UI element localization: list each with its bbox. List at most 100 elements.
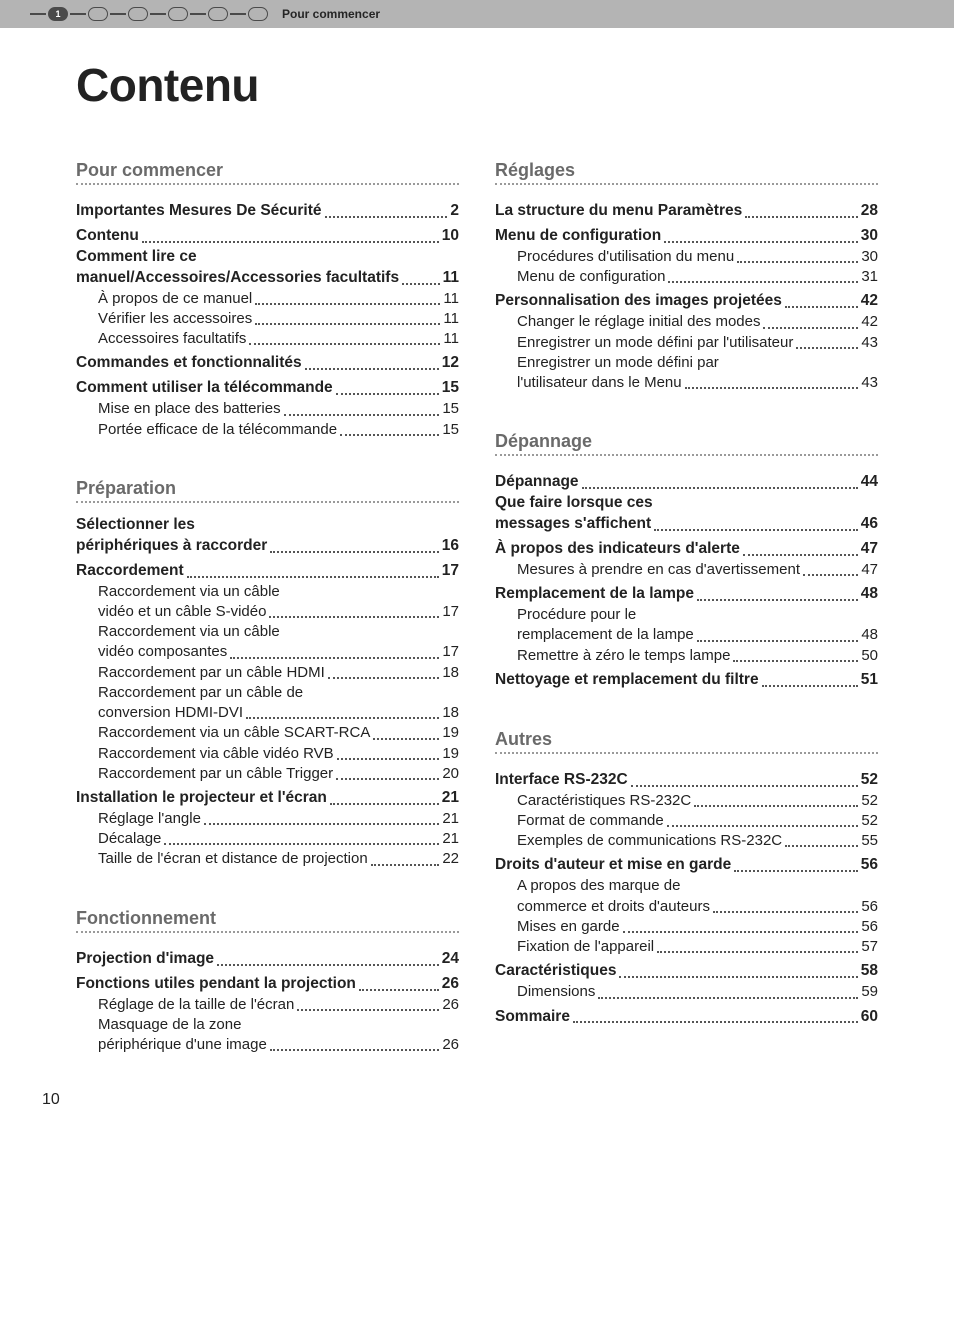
- toc-entry[interactable]: Enregistrer un mode défini parl'utilisat…: [495, 353, 878, 394]
- section-divider: [76, 183, 459, 185]
- toc-entry[interactable]: Raccordement via un câble SCART-RCA 19: [98, 723, 459, 743]
- toc-label: Accessoires facultatifs: [98, 329, 246, 349]
- toc-entry[interactable]: Interface RS-232C52: [495, 770, 878, 791]
- toc-label: Raccordement par un câble Trigger: [98, 764, 333, 784]
- toc-entry[interactable]: Installation le projecteur et l'écran21: [76, 788, 459, 809]
- toc-label: Sélectionner les: [76, 515, 195, 536]
- toc-sub-entry: Exemples de communications RS-232C55: [495, 831, 878, 851]
- toc-entry[interactable]: Raccordement via câble vidéo RVB19: [98, 744, 459, 764]
- toc-entry[interactable]: A propos des marque decommerce et droits…: [495, 876, 878, 917]
- toc-page: 17: [442, 561, 459, 582]
- toc-entry[interactable]: Projection d'image 24: [76, 949, 459, 970]
- progress-pills: 1: [30, 7, 268, 21]
- toc-entry[interactable]: Nettoyage et remplacement du filtre51: [495, 670, 878, 691]
- toc-entry[interactable]: Dimensions59: [517, 982, 878, 1002]
- toc-page: 43: [861, 333, 878, 353]
- leader-dots: [270, 1049, 439, 1051]
- toc-label: Raccordement via un câble SCART-RCA: [98, 723, 370, 743]
- toc-entry[interactable]: Format de commande52: [517, 811, 878, 831]
- toc-entry[interactable]: Comment utiliser la télécommande15: [76, 378, 459, 399]
- toc-page: 15: [442, 420, 459, 440]
- toc-entry[interactable]: Procédure pour leremplacement de la lamp…: [495, 605, 878, 646]
- toc-entry[interactable]: Décalage21: [98, 829, 459, 849]
- toc-label: Raccordement via un câble: [98, 582, 280, 602]
- toc-entry[interactable]: Fonctions utiles pendant la projection26: [76, 974, 459, 995]
- toc-entry[interactable]: Sommaire60: [495, 1007, 878, 1028]
- toc-entry[interactable]: Droits d'auteur et mise en garde56: [495, 855, 878, 876]
- toc-entry[interactable]: Raccordement par un câble HDMI18: [98, 663, 459, 683]
- leader-dots: [269, 616, 439, 618]
- toc-label: À propos de ce manuel: [98, 289, 252, 309]
- toc-entry[interactable]: Réglage de la taille de l'écran26: [98, 995, 459, 1015]
- toc-label: Mesures à prendre en cas d'avertissement: [517, 560, 800, 580]
- toc-label: Contenu: [76, 226, 139, 247]
- toc-entry[interactable]: Accessoires facultatifs11: [98, 329, 459, 349]
- toc-entry[interactable]: Contenu10: [76, 226, 459, 247]
- toc-entry[interactable]: Mise en place des batteries15: [98, 399, 459, 419]
- toc-entry[interactable]: Que faire lorsque cesmessages s'affichen…: [495, 493, 878, 535]
- toc-entry[interactable]: Menu de configuration 30: [495, 226, 878, 247]
- toc-entry[interactable]: À propos des indicateurs d'alerte47: [495, 539, 878, 560]
- toc-page: 43: [861, 373, 878, 393]
- toc-entry[interactable]: Taille de l'écran et distance de project…: [98, 849, 459, 869]
- toc-entry[interactable]: Exemples de communications RS-232C55: [517, 831, 878, 851]
- toc-entry[interactable]: Réglage l'angle21: [98, 809, 459, 829]
- breadcrumb: Pour commencer: [282, 7, 380, 21]
- toc-group: Dépannage44Que faire lorsque cesmessages…: [495, 468, 878, 691]
- pill-step-2: [88, 7, 108, 21]
- toc-entry[interactable]: Procédures d'utilisation du menu30: [517, 247, 878, 267]
- toc-page: 17: [442, 642, 459, 662]
- toc-label: Comment lire ce: [76, 247, 197, 268]
- toc-entry[interactable]: Raccordement17: [76, 561, 459, 582]
- toc-entry[interactable]: Comment lire cemanuel/Accessoires/Access…: [76, 247, 459, 289]
- toc-label: Changer le réglage initial des modes: [517, 312, 760, 332]
- toc-label: Menu de configuration: [495, 226, 661, 247]
- toc-entry[interactable]: Sélectionner lespériphériques à raccorde…: [76, 515, 459, 557]
- toc-label: Projection d'image: [76, 949, 214, 970]
- toc-entry[interactable]: Mesures à prendre en cas d'avertissement…: [517, 560, 878, 580]
- toc-entry[interactable]: Commandes et fonctionnalités12: [76, 353, 459, 374]
- toc-entry[interactable]: Masquage de la zonepériphérique d'une im…: [76, 1015, 459, 1056]
- toc-page: 19: [442, 723, 459, 743]
- toc-entry[interactable]: Caractéristiques58: [495, 961, 878, 982]
- toc-entry[interactable]: Menu de configuration31: [517, 267, 878, 287]
- leader-dots: [657, 951, 858, 953]
- toc-entry[interactable]: La structure du menu Paramètres28: [495, 201, 878, 222]
- leader-dots: [325, 216, 448, 218]
- leader-dots: [305, 368, 439, 370]
- pill-connector: [190, 13, 206, 15]
- toc-entry[interactable]: Vérifier les accessoires11: [98, 309, 459, 329]
- toc-entry[interactable]: Raccordement via un câblevidéo composant…: [76, 622, 459, 663]
- toc-entry[interactable]: Personnalisation des images projetées42: [495, 291, 878, 312]
- toc-sub-entry: Accessoires facultatifs11: [76, 329, 459, 349]
- toc-label: Exemples de communications RS-232C: [517, 831, 782, 851]
- toc-entry[interactable]: Raccordement par un câble Trigger20: [98, 764, 459, 784]
- toc-sub-entry: Changer le réglage initial des modes42: [495, 312, 878, 332]
- toc-entry[interactable]: Importantes Mesures De Sécurité2: [76, 201, 459, 222]
- leader-dots: [255, 323, 440, 325]
- toc-entry[interactable]: Portée efficace de la télécommande 15: [98, 420, 459, 440]
- toc-label: Menu de configuration: [517, 267, 665, 287]
- toc-entry[interactable]: Changer le réglage initial des modes42: [517, 312, 878, 332]
- toc-entry[interactable]: Remettre à zéro le temps lampe50: [517, 646, 878, 666]
- toc-entry[interactable]: Enregistrer un mode défini par l'utilisa…: [517, 333, 878, 353]
- toc-entry[interactable]: À propos de ce manuel11: [98, 289, 459, 309]
- toc-entry[interactable]: Raccordement par un câble deconversion H…: [76, 683, 459, 724]
- toc-page: 30: [861, 226, 878, 247]
- toc-label: l'utilisateur dans le Menu: [517, 373, 682, 393]
- toc-entry[interactable]: Mises en garde56: [517, 917, 878, 937]
- toc-page: 24: [442, 949, 459, 970]
- toc-entry[interactable]: Fixation de l'appareil57: [517, 937, 878, 957]
- toc-label: Portée efficace de la télécommande: [98, 420, 337, 440]
- toc-entry[interactable]: Dépannage44: [495, 472, 878, 493]
- toc-entry[interactable]: Caractéristiques RS-232C52: [517, 791, 878, 811]
- toc-page: 21: [442, 829, 459, 849]
- leader-dots: [402, 283, 440, 285]
- leader-dots: [255, 303, 440, 305]
- toc-label: Remplacement de la lampe: [495, 584, 694, 605]
- toc-entry[interactable]: Raccordement via un câblevidéo et un câb…: [76, 582, 459, 623]
- leader-dots: [230, 657, 439, 659]
- toc-sub-entry: Format de commande52: [495, 811, 878, 831]
- toc-entry[interactable]: Remplacement de la lampe48: [495, 584, 878, 605]
- leader-dots: [668, 281, 858, 283]
